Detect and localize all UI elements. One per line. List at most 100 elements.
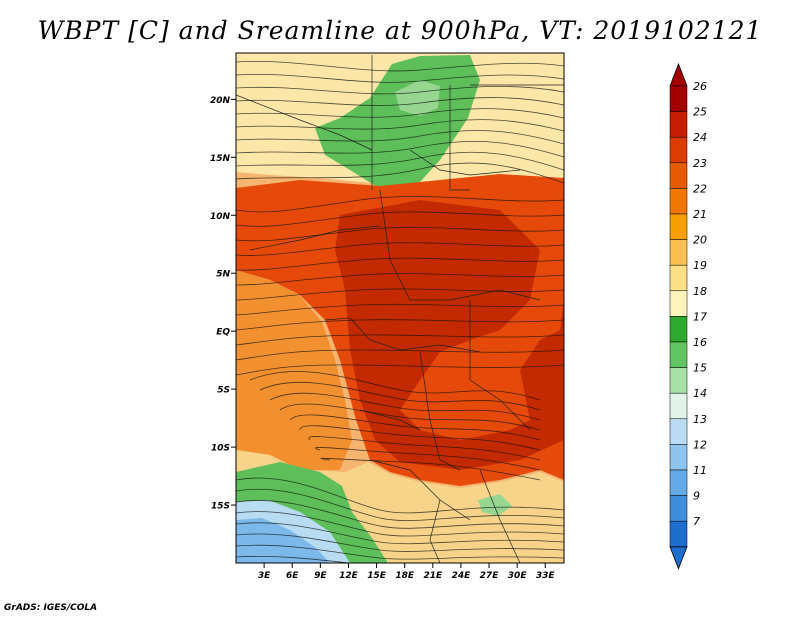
lon-tick-label: 18E	[395, 571, 415, 581]
colorbar-swatch	[669, 444, 688, 471]
colorbar-label: 24	[693, 131, 707, 144]
lat-tick-label: 10S	[211, 444, 230, 454]
colorbar-upper-arrow	[669, 62, 688, 87]
streamline	[236, 477, 564, 514]
lon-tick-label: 30E	[508, 571, 528, 581]
streamline	[320, 457, 541, 481]
wbpt-blue-region-southwest	[236, 518, 330, 563]
streamline	[236, 73, 564, 83]
streamline	[236, 500, 564, 529]
lon-tick-label: 3E	[258, 571, 271, 581]
streamline	[236, 349, 564, 361]
wbpt-lightgreen-region-north	[395, 80, 440, 116]
colorbar-label: 15	[693, 362, 707, 375]
colorbar-swatch	[669, 239, 688, 266]
streamline	[236, 108, 564, 119]
streamline	[236, 97, 564, 106]
lon-tick-label: 24E	[452, 571, 472, 581]
country-border	[324, 317, 481, 353]
colorbar-label: 11	[693, 464, 707, 477]
colorbar-swatch	[669, 188, 688, 215]
streamline	[236, 151, 564, 171]
colorbar-label: 18	[693, 285, 707, 298]
streamline	[236, 556, 353, 563]
longitude-axis: 3E 6E 9E 12E 15E 18E 21E 24E 27E 30E 33E	[258, 563, 556, 581]
streamline	[236, 211, 564, 227]
streamline	[308, 436, 541, 461]
colorbar-swatch	[669, 316, 688, 343]
streamline	[289, 414, 541, 441]
country-border	[429, 499, 441, 563]
grads-credit: GrADS: IGES/COLA	[4, 603, 98, 613]
lon-tick-label: 9E	[314, 571, 327, 581]
streamlines	[236, 61, 564, 563]
colorbar-label: 14	[693, 387, 707, 400]
streamline	[236, 130, 564, 145]
colorbar-swatch	[669, 136, 688, 164]
lat-tick-label: 15S	[211, 502, 230, 512]
streamline	[236, 288, 564, 301]
colorbar-swatch	[669, 495, 688, 522]
lat-tick-label: 20N	[210, 96, 231, 106]
lon-tick-label: 15E	[367, 571, 387, 581]
streamline	[236, 522, 564, 545]
map-frame	[235, 52, 565, 564]
colorbar-swatch	[669, 469, 688, 496]
colorbar-label: 13	[693, 413, 707, 426]
colorbar-label: 9	[693, 490, 700, 503]
wbpt-warm-region-west	[236, 270, 352, 470]
streamline	[249, 371, 541, 401]
streamline	[236, 242, 564, 256]
lat-tick-label: 5S	[217, 386, 230, 396]
colorbar-lower-arrow	[669, 546, 688, 570]
country-border	[469, 300, 531, 431]
chart-title: WBPT [C] and Sreamline at 900hPa, VT: 20…	[37, 16, 763, 45]
streamline	[236, 273, 564, 286]
colorbar-swatch	[669, 213, 688, 240]
streamline	[236, 319, 564, 331]
streamline	[279, 403, 541, 431]
streamline	[236, 226, 564, 242]
colorbar: 26 25 24 23 22 21 20 19 18 17 16 15 14 13 12 11 9 7	[669, 62, 707, 570]
lat-tick-label: 10N	[210, 212, 231, 222]
colorbar-label: 16	[693, 336, 707, 349]
streamline	[236, 488, 564, 521]
streamline	[259, 381, 541, 411]
streamline	[236, 257, 564, 271]
country-border	[449, 85, 470, 191]
streamline	[299, 425, 541, 451]
colorbar-label: 22	[693, 182, 707, 195]
wbpt-core-hottest-region	[335, 200, 564, 470]
streamline	[236, 334, 564, 346]
colorbar-label: 17	[693, 310, 707, 323]
colorbar-swatch	[669, 111, 688, 138]
colorbar-swatch	[669, 392, 688, 420]
streamline	[236, 533, 564, 552]
lat-tick-label: 15N	[210, 154, 231, 164]
streamline	[236, 196, 564, 213]
lon-tick-label: 12E	[339, 571, 359, 581]
streamline	[236, 162, 564, 184]
latitude-axis: 20N 15N 10N 5N EQ 5S 10S 15S	[210, 96, 236, 512]
colorbar-label: 7	[693, 515, 700, 528]
colorbar-swatch	[669, 520, 688, 548]
streamline	[236, 511, 564, 537]
streamline	[236, 119, 564, 132]
lon-tick-label: 33E	[536, 571, 556, 581]
colorbar-swatch	[669, 367, 688, 394]
colorbar-swatch	[669, 418, 688, 445]
colorbar-label: 12	[693, 438, 707, 451]
lon-tick-label: 27E	[480, 571, 500, 581]
streamline	[236, 61, 564, 72]
streamline	[236, 364, 564, 376]
colorbar-label: 23	[693, 157, 707, 170]
country-border	[359, 409, 421, 431]
streamline	[236, 544, 564, 560]
lon-tick-label: 21E	[423, 571, 443, 581]
colorbar-label: 19	[693, 259, 707, 272]
streamline	[315, 447, 541, 471]
lat-tick-label: 5N	[216, 270, 230, 280]
colorbar-label: 20	[693, 234, 707, 247]
colorbar-label: 25	[693, 106, 707, 119]
